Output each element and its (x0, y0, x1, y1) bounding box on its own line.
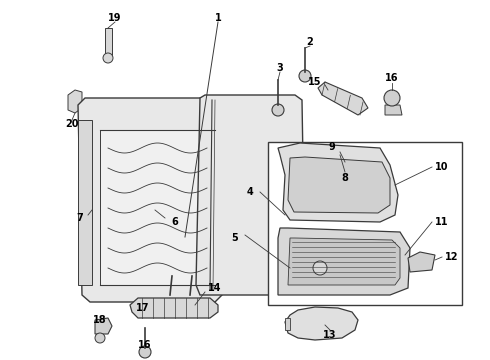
Text: 17: 17 (136, 303, 150, 313)
Circle shape (384, 90, 400, 106)
Polygon shape (196, 95, 305, 295)
Text: 10: 10 (435, 162, 449, 172)
Text: 6: 6 (172, 217, 178, 227)
Text: 14: 14 (208, 283, 222, 293)
Text: 5: 5 (232, 233, 238, 243)
Text: 8: 8 (342, 173, 348, 183)
Polygon shape (130, 298, 218, 318)
Polygon shape (298, 248, 315, 265)
Text: 7: 7 (76, 213, 83, 223)
Text: 4: 4 (246, 187, 253, 197)
Circle shape (299, 70, 311, 82)
Polygon shape (385, 105, 402, 115)
Circle shape (272, 104, 284, 116)
Polygon shape (268, 142, 462, 305)
Text: 3: 3 (277, 63, 283, 73)
Text: 9: 9 (329, 142, 335, 152)
Text: 18: 18 (93, 315, 107, 325)
Text: 16: 16 (138, 340, 152, 350)
Text: 19: 19 (108, 13, 122, 23)
Text: 12: 12 (445, 252, 459, 262)
Polygon shape (278, 143, 398, 222)
Circle shape (139, 346, 151, 358)
Polygon shape (278, 228, 410, 295)
Text: 2: 2 (307, 37, 314, 47)
Polygon shape (105, 28, 112, 55)
Text: 16: 16 (385, 73, 399, 83)
Polygon shape (285, 307, 358, 340)
Polygon shape (158, 237, 205, 276)
Polygon shape (318, 82, 368, 115)
Text: 20: 20 (65, 119, 79, 129)
Polygon shape (78, 98, 225, 302)
Circle shape (313, 261, 327, 275)
Text: 15: 15 (308, 77, 322, 87)
Polygon shape (95, 318, 112, 334)
Circle shape (103, 53, 113, 63)
Polygon shape (288, 157, 390, 213)
Polygon shape (285, 318, 290, 330)
Polygon shape (288, 238, 400, 285)
Polygon shape (100, 130, 215, 285)
Polygon shape (78, 120, 92, 285)
Polygon shape (408, 252, 435, 272)
Text: 1: 1 (215, 13, 221, 23)
Polygon shape (68, 90, 82, 113)
Text: 11: 11 (435, 217, 449, 227)
Text: 13: 13 (323, 330, 337, 340)
Circle shape (95, 333, 105, 343)
